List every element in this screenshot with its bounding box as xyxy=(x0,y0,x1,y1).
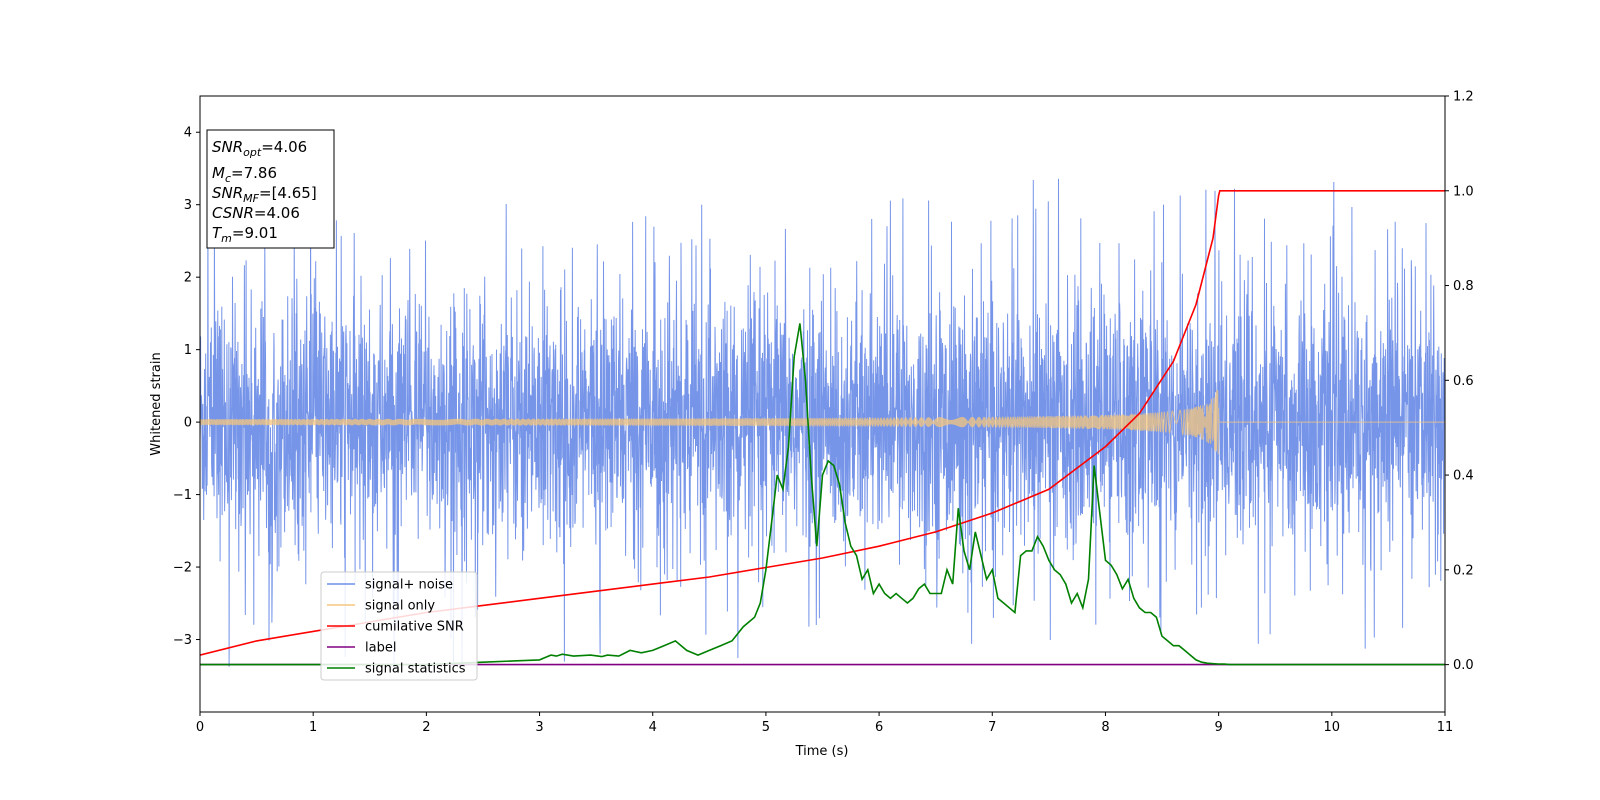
series-signal-statistics xyxy=(200,323,1445,666)
info-mc: Mc=7.86 xyxy=(212,164,277,185)
y-right-tick-label: 1.2 xyxy=(1453,90,1474,105)
x-axis-label: Time (s) xyxy=(795,744,849,759)
info-tm-value: =9.01 xyxy=(232,224,278,242)
axes: 0 1 2 3 4 5 6 7 8 9 10 11 −3 −2 −1 0 1 2 3 4 0.0 0.2 0.4 0.6 0.8… xyxy=(173,90,1474,736)
legend-label: label xyxy=(365,641,396,656)
y-left-tick-label: −1 xyxy=(173,488,192,503)
y-left-tick-label: 0 xyxy=(184,416,192,431)
legend-frame xyxy=(320,571,478,681)
info-snr-mf: SNRMF=[4.65] xyxy=(212,184,317,205)
y-right-tick-label: 0.6 xyxy=(1453,374,1474,389)
y-left-tick-label: 2 xyxy=(184,271,192,286)
y-left-tick-label: 1 xyxy=(184,343,192,358)
x-tick-label: 6 xyxy=(875,720,883,735)
legend: signal+ noise signal only cumilative SNR la… xyxy=(320,571,478,681)
x-tick-label: 3 xyxy=(535,720,543,735)
info-snr-opt: SNRopt=4.06 xyxy=(212,138,307,159)
y-axis-label: Whitened strain xyxy=(149,352,164,455)
y-right-tick-label: 1.0 xyxy=(1453,184,1474,199)
info-csnr: CSNR=4.06 xyxy=(212,204,300,222)
x-tick-label: 10 xyxy=(1324,720,1341,735)
x-tick-label: 9 xyxy=(1214,720,1222,735)
x-tick-label: 4 xyxy=(649,720,657,735)
y-left-tick-label: −3 xyxy=(173,633,192,648)
info-box-frame xyxy=(206,129,335,249)
y-left-tick-label: 4 xyxy=(184,126,192,141)
y-right-tick-label: 0.0 xyxy=(1453,658,1474,673)
y-right-tick-label: 0.4 xyxy=(1453,469,1474,484)
x-tick-label: 7 xyxy=(988,720,996,735)
legend-label: signal statistics xyxy=(365,662,466,677)
y-right-tick-label: 0.2 xyxy=(1453,563,1474,578)
plot-frame xyxy=(199,95,1446,713)
x-tick-label: 0 xyxy=(196,720,204,735)
legend-label: signal+ noise xyxy=(365,578,453,593)
info-box: SNRopt=4.06 Mc=7.86 SNRMF=[4.65] CSNR=4.… xyxy=(206,129,335,249)
info-csnr-value: =4.06 xyxy=(254,204,300,222)
info-tm: Tm=9.01 xyxy=(212,224,278,245)
series-signal-only xyxy=(200,390,1445,455)
x-tick-label: 1 xyxy=(309,720,317,735)
info-snr-opt-value: =4.06 xyxy=(261,138,307,156)
info-mc-value: =7.86 xyxy=(231,164,277,182)
x-tick-label: 8 xyxy=(1101,720,1109,735)
legend-label: cumilative SNR xyxy=(365,620,464,635)
x-tick-label: 11 xyxy=(1437,720,1454,735)
legend-label: signal only xyxy=(365,599,435,614)
y-left-tick-label: −2 xyxy=(173,561,192,576)
x-tick-label: 2 xyxy=(422,720,430,735)
series-signal-noise xyxy=(200,178,1445,670)
info-snr-mf-value: =[4.65] xyxy=(259,184,317,202)
y-right-tick-label: 0.8 xyxy=(1453,279,1474,294)
y-left-tick-label: 3 xyxy=(184,198,192,213)
x-tick-label: 5 xyxy=(762,720,770,735)
